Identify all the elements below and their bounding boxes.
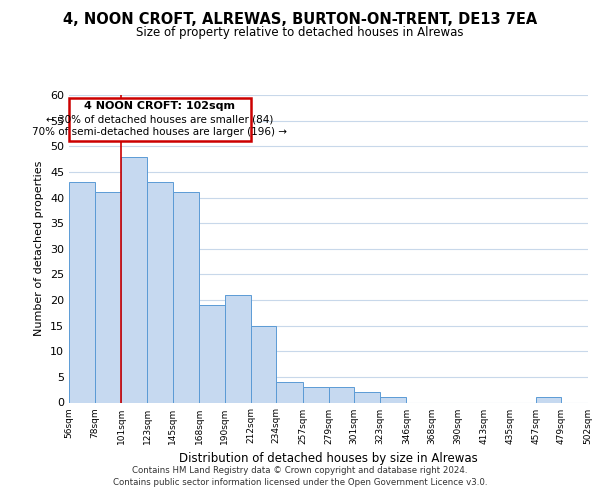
Text: Size of property relative to detached houses in Alrewas: Size of property relative to detached ho… [136,26,464,39]
Bar [588,398,600,402]
Bar [276,382,303,402]
FancyBboxPatch shape [69,98,251,141]
Bar [95,192,121,402]
Bar [147,182,173,402]
Y-axis label: Number of detached properties: Number of detached properties [34,161,44,336]
Bar [69,182,95,402]
Bar [303,387,329,402]
Bar [173,192,199,402]
Bar [251,326,276,402]
Bar [354,392,380,402]
Bar [199,305,225,402]
Bar [225,295,251,403]
Text: Contains HM Land Registry data © Crown copyright and database right 2024.: Contains HM Land Registry data © Crown c… [132,466,468,475]
Text: 4 NOON CROFT: 102sqm: 4 NOON CROFT: 102sqm [84,102,235,112]
Bar [380,398,406,402]
Text: Contains public sector information licensed under the Open Government Licence v3: Contains public sector information licen… [113,478,487,487]
Text: 70% of semi-detached houses are larger (196) →: 70% of semi-detached houses are larger (… [32,128,287,138]
Bar [329,387,354,402]
Text: ← 30% of detached houses are smaller (84): ← 30% of detached houses are smaller (84… [46,114,274,124]
Bar [121,156,147,402]
Text: 4, NOON CROFT, ALREWAS, BURTON-ON-TRENT, DE13 7EA: 4, NOON CROFT, ALREWAS, BURTON-ON-TRENT,… [63,12,537,28]
X-axis label: Distribution of detached houses by size in Alrewas: Distribution of detached houses by size … [179,452,478,465]
Bar [536,398,561,402]
